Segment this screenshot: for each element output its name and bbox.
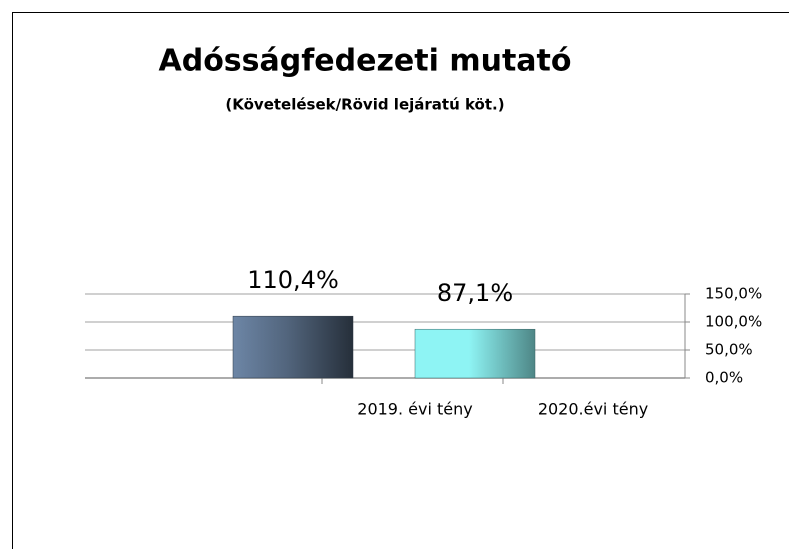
y-tick-label: 150,0% — [705, 285, 762, 303]
x-tick-label: 2020.évi tény — [538, 400, 648, 419]
x-tick-label: 2019. évi tény — [357, 400, 472, 419]
bar — [232, 315, 354, 379]
y-tick-label: 50,0% — [705, 341, 753, 359]
chart-title: Adósságfedezeti mutató — [159, 44, 572, 79]
y-tick-label: 100,0% — [705, 313, 762, 331]
value-label: 110,4% — [247, 266, 339, 294]
chart-subtitle: (Követelések/Rövid lejáratú köt.) — [225, 96, 504, 114]
value-label: 87,1% — [437, 279, 513, 307]
y-tick-label: 0,0% — [705, 369, 743, 387]
chart-frame — [12, 12, 789, 549]
bar — [414, 328, 536, 379]
